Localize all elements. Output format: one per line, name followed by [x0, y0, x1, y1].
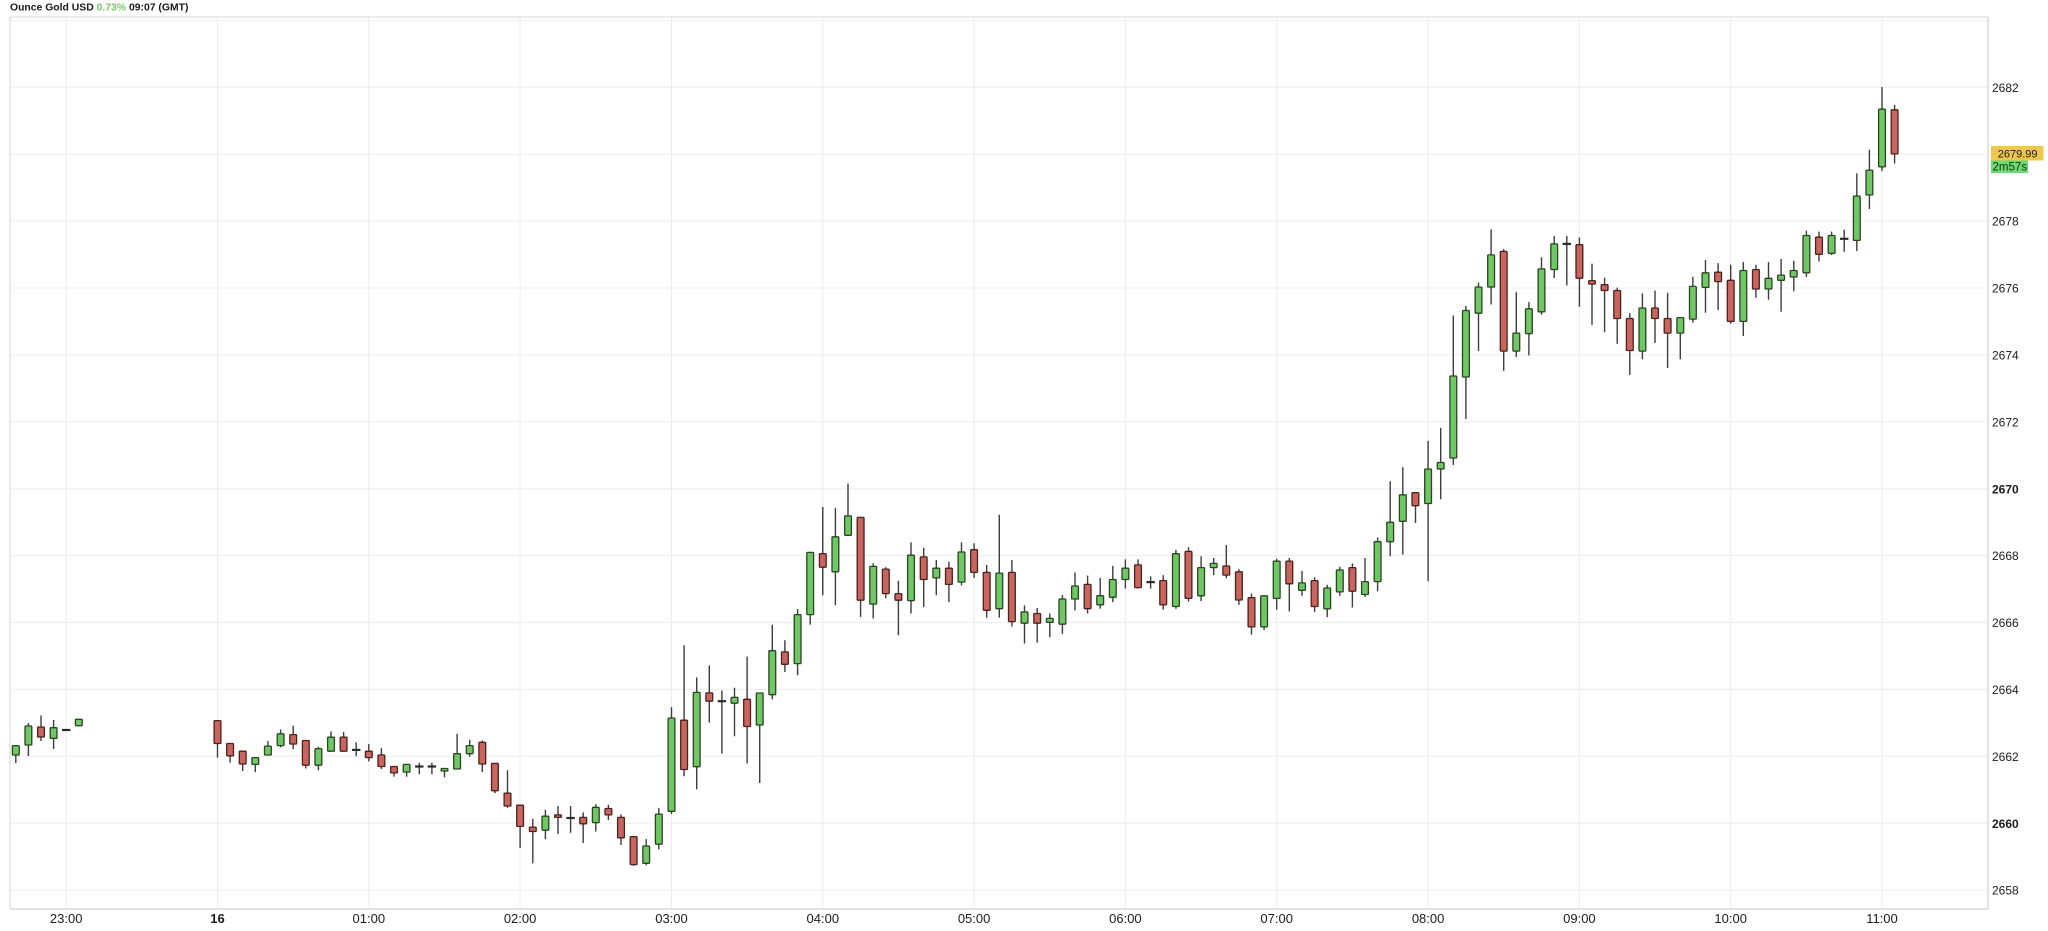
svg-text:2674: 2674 [1992, 349, 2019, 363]
svg-text:2664: 2664 [1992, 683, 2019, 697]
svg-text:2682: 2682 [1992, 81, 2019, 95]
svg-text:2679.99: 2679.99 [1998, 148, 2038, 160]
svg-text:05:00: 05:00 [958, 911, 991, 926]
svg-text:08:00: 08:00 [1412, 911, 1445, 926]
svg-text:2658: 2658 [1992, 884, 2019, 898]
svg-text:09:00: 09:00 [1563, 911, 1596, 926]
svg-text:2678: 2678 [1992, 215, 2019, 229]
svg-text:02:00: 02:00 [504, 911, 537, 926]
svg-text:2668: 2668 [1992, 549, 2019, 563]
svg-text:2670: 2670 [1992, 482, 2019, 496]
svg-text:2660: 2660 [1992, 817, 2019, 831]
svg-text:2662: 2662 [1992, 750, 2019, 764]
svg-text:04:00: 04:00 [807, 911, 840, 926]
svg-text:07:00: 07:00 [1260, 911, 1293, 926]
svg-text:06:00: 06:00 [1109, 911, 1142, 926]
svg-text:23:00: 23:00 [50, 911, 83, 926]
svg-text:03:00: 03:00 [655, 911, 688, 926]
svg-text:01:00: 01:00 [353, 911, 386, 926]
svg-text:2672: 2672 [1992, 415, 2019, 429]
svg-text:Ounce Gold USD 0.73% 09:07 (GM: Ounce Gold USD 0.73% 09:07 (GMT) [10, 3, 188, 14]
svg-text:11:00: 11:00 [1866, 911, 1898, 926]
svg-text:10:00: 10:00 [1714, 911, 1747, 926]
svg-text:2666: 2666 [1992, 616, 2019, 630]
svg-text:2m57s: 2m57s [1993, 161, 2028, 173]
svg-text:2676: 2676 [1992, 282, 2019, 296]
svg-text:16: 16 [210, 911, 224, 926]
